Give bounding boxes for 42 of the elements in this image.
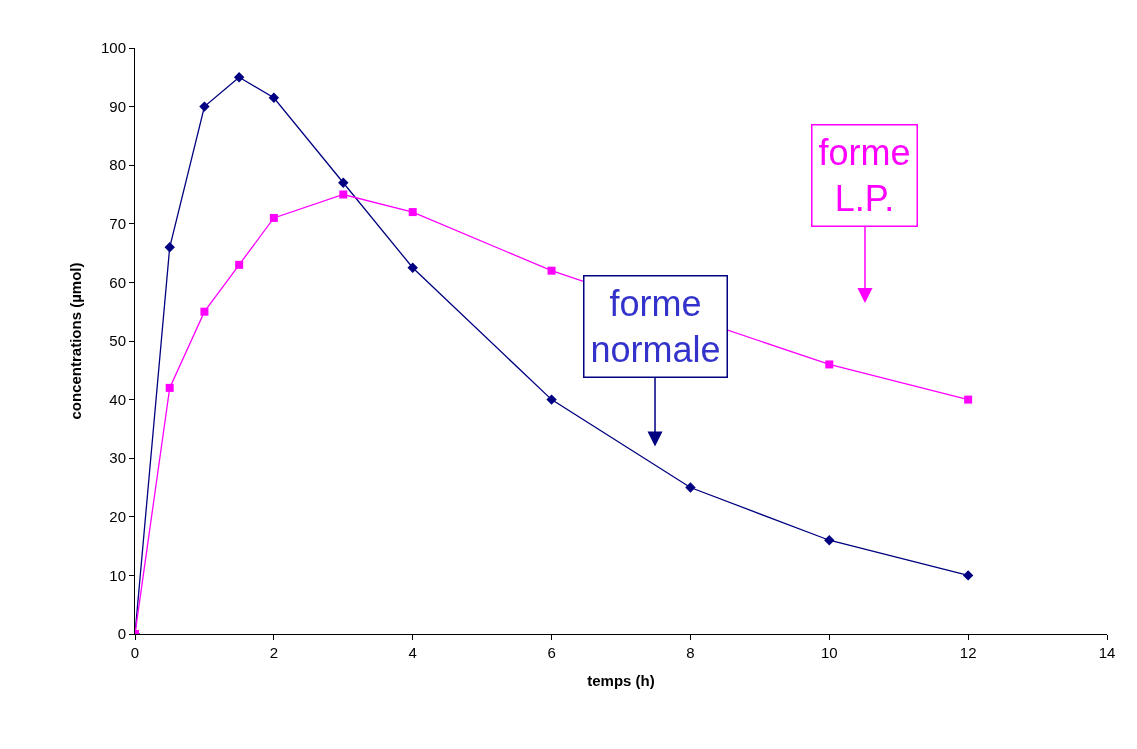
x-tick-label: 0: [130, 644, 140, 661]
point: [547, 266, 556, 275]
x-tick-label: 4: [408, 644, 417, 661]
x-tick-label: 8: [686, 644, 695, 661]
point: [164, 242, 175, 253]
y-tick-label: 40: [109, 390, 126, 408]
x-tick-label: 2: [269, 644, 279, 661]
point: [200, 307, 209, 316]
y-tick-label: 0: [117, 625, 126, 643]
point: [233, 72, 245, 83]
y-tick-label: 80: [109, 156, 126, 174]
point: [685, 482, 696, 493]
y-tick-label: 30: [109, 449, 126, 467]
point: [199, 101, 210, 112]
point: [825, 360, 834, 369]
point: [269, 213, 278, 222]
y-tick-label: 20: [109, 508, 126, 526]
x-tick-label: 6: [547, 644, 556, 661]
y-tick-label: 90: [109, 97, 126, 115]
point: [407, 262, 418, 273]
point: [824, 535, 835, 546]
point: [339, 190, 348, 199]
annotation: forme normale: [590, 282, 721, 371]
y-tick-label: 70: [109, 215, 126, 233]
point: [235, 260, 244, 269]
x-tick-label: 14: [1098, 644, 1116, 661]
y-tick-label: 50: [109, 332, 126, 350]
point: [338, 177, 349, 188]
point: [408, 208, 417, 217]
annotation: forme L.P.: [818, 131, 911, 220]
x-axis-title: temps (h): [587, 672, 655, 689]
x-tick-label: 12: [959, 644, 977, 661]
x-tick-label: 10: [820, 644, 838, 661]
y-tick-label: 60: [109, 273, 126, 291]
y-axis-title: concentrations (µmol): [67, 262, 85, 420]
point: [964, 395, 973, 404]
y-tick-label: 100: [100, 39, 126, 57]
point: [962, 570, 974, 581]
point: [268, 92, 280, 104]
point: [165, 383, 174, 392]
y-tick-label: 10: [109, 566, 126, 584]
point: [546, 394, 557, 405]
